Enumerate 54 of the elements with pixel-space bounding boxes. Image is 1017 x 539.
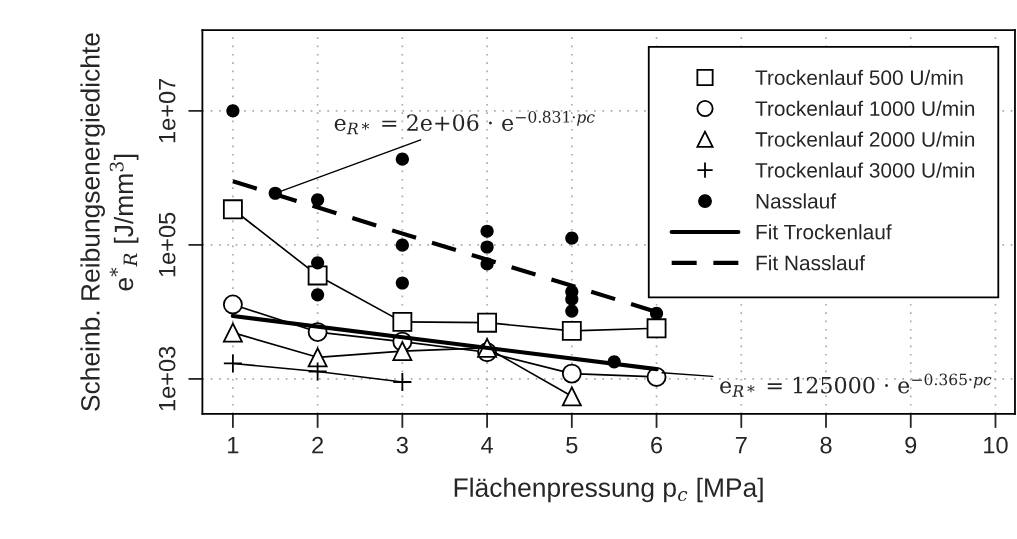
point (222, 353, 243, 374)
point (222, 199, 243, 220)
y-tick-label: 1e+05 (158, 212, 176, 277)
x-tick-label: 5 (566, 437, 578, 454)
point (477, 312, 498, 333)
y-axis-title: Scheinb. Reibungsenergiedichte e$^{*}$$_{R}$ [J/mm$^{3}$] (80, 33, 139, 411)
legend-label: Trockenlauf 500 U/min (755, 69, 963, 86)
point (561, 386, 582, 407)
legend-label: Trockenlauf 1000 U/min (755, 100, 975, 116)
point (268, 186, 282, 200)
point (395, 238, 409, 252)
legend-label: Trockenlauf 2000 U/min (755, 131, 975, 147)
x-axis-title: Flächenpressung p$_{c}$ [MPa] (454, 477, 763, 503)
x-tick-label: 6 (651, 436, 663, 454)
point (395, 276, 409, 290)
legend-label: Fit Trockenlauf (756, 224, 892, 240)
x-tick-label: 10 (984, 436, 1008, 454)
point (480, 224, 494, 238)
point (226, 104, 240, 118)
point (392, 341, 413, 362)
point (222, 322, 243, 343)
x-tick-label: 7 (735, 437, 747, 454)
x-tick-label: 4 (481, 437, 493, 454)
point (565, 304, 579, 318)
point (565, 231, 579, 245)
y-tick-label: 1e+03 (158, 346, 176, 411)
x-tick-label: 3 (396, 436, 408, 454)
point (307, 361, 328, 382)
point (480, 240, 494, 254)
legend-label: Fit Nasslauf (756, 255, 866, 271)
point (480, 257, 494, 271)
point (222, 294, 243, 315)
annotation: e$_{R*}$ = 125000 · e$^{−0.365·pc}$ (720, 373, 992, 397)
point (392, 311, 413, 332)
point (307, 347, 328, 368)
x-tick-label: 1 (228, 437, 239, 454)
y-tick-label: 1e+07 (158, 78, 176, 143)
point (307, 265, 328, 286)
legend-label: Trockenlauf 3000 U/min (755, 162, 975, 178)
x-tick-label: 8 (820, 436, 832, 454)
point (311, 193, 325, 207)
annotation: e$_{R*}$ = 2e+06 · e$^{−0.831·pc}$ (334, 111, 595, 135)
point (646, 318, 667, 339)
point (561, 363, 582, 384)
x-tick-label: 9 (905, 436, 917, 454)
point (311, 256, 325, 270)
x-tick-label: 2 (312, 436, 323, 454)
point (561, 321, 582, 341)
point (649, 306, 664, 320)
point (311, 288, 325, 302)
point (392, 372, 413, 392)
legend-label: Nasslauf (756, 193, 837, 209)
point (607, 355, 621, 369)
point (395, 152, 409, 166)
